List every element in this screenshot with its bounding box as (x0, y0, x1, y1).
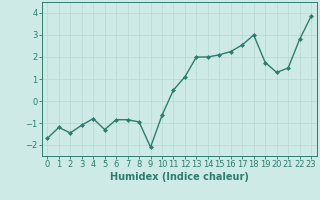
X-axis label: Humidex (Indice chaleur): Humidex (Indice chaleur) (110, 172, 249, 182)
